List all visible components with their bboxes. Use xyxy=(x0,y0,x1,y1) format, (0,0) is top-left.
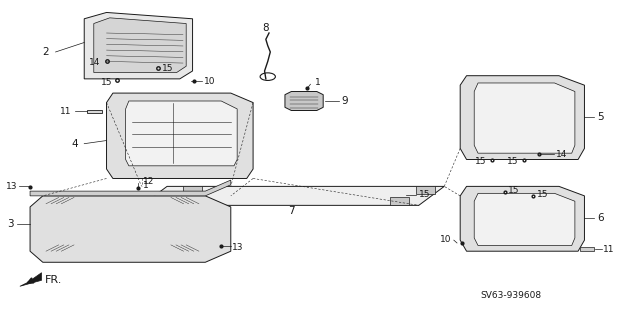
Text: 14: 14 xyxy=(89,58,100,67)
Text: 5: 5 xyxy=(597,112,604,122)
Text: FR.: FR. xyxy=(45,275,62,285)
Polygon shape xyxy=(30,180,231,196)
Text: 6: 6 xyxy=(597,213,604,223)
Text: 11: 11 xyxy=(60,107,72,116)
Text: 8: 8 xyxy=(262,23,269,33)
Text: 15: 15 xyxy=(476,157,487,166)
Polygon shape xyxy=(30,196,231,262)
Text: 15: 15 xyxy=(508,186,520,195)
Polygon shape xyxy=(125,101,237,166)
Text: 9: 9 xyxy=(342,96,348,106)
Polygon shape xyxy=(20,273,42,286)
Text: 3: 3 xyxy=(8,219,14,229)
Polygon shape xyxy=(106,93,253,178)
Text: 15: 15 xyxy=(537,190,548,199)
Text: 11: 11 xyxy=(603,245,614,254)
Polygon shape xyxy=(460,186,584,251)
Polygon shape xyxy=(285,92,323,110)
Polygon shape xyxy=(88,109,102,113)
Text: 15: 15 xyxy=(162,64,173,73)
Text: 4: 4 xyxy=(71,139,78,149)
Polygon shape xyxy=(474,83,575,153)
Polygon shape xyxy=(415,186,435,194)
Polygon shape xyxy=(580,248,594,250)
Text: 2: 2 xyxy=(42,47,49,57)
Text: 7: 7 xyxy=(288,206,294,216)
Polygon shape xyxy=(183,186,202,194)
Polygon shape xyxy=(84,12,193,79)
Text: 13: 13 xyxy=(232,243,244,252)
Text: 1: 1 xyxy=(315,78,321,86)
Text: SV63-939608: SV63-939608 xyxy=(481,291,541,300)
Text: 10: 10 xyxy=(440,235,451,244)
Text: 15: 15 xyxy=(101,78,113,86)
Text: 14: 14 xyxy=(556,150,567,159)
Text: 10: 10 xyxy=(204,77,216,85)
Polygon shape xyxy=(94,18,186,72)
Polygon shape xyxy=(141,186,444,205)
Polygon shape xyxy=(474,193,575,246)
Text: 15: 15 xyxy=(508,157,519,166)
Polygon shape xyxy=(154,197,173,205)
Polygon shape xyxy=(390,197,409,205)
Polygon shape xyxy=(460,76,584,160)
Text: 15: 15 xyxy=(419,190,430,199)
Text: 12: 12 xyxy=(143,176,154,186)
Text: 13: 13 xyxy=(6,182,17,191)
Text: 1: 1 xyxy=(143,181,148,190)
